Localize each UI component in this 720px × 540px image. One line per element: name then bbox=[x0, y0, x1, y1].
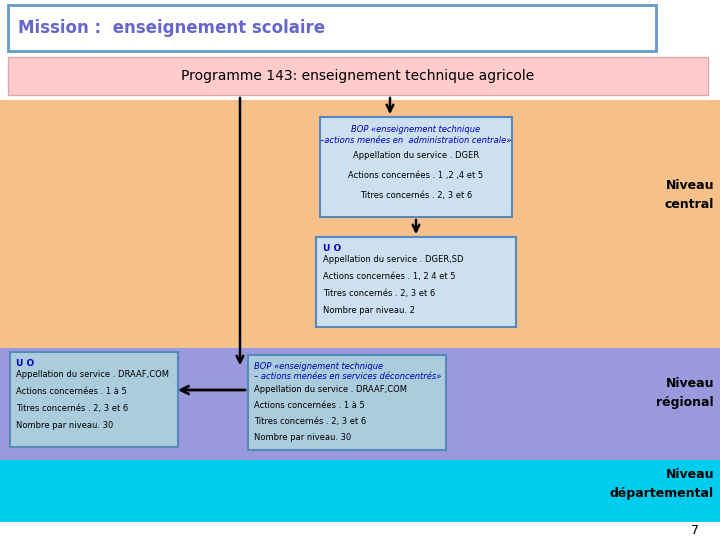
Text: Nombre par niveau. 30: Nombre par niveau. 30 bbox=[16, 421, 113, 430]
Bar bbox=[0, 348, 720, 460]
FancyBboxPatch shape bbox=[320, 117, 512, 217]
Text: Appellation du service . DRAAF,COM: Appellation du service . DRAAF,COM bbox=[16, 370, 169, 379]
Text: Titres concernés . 2, 3 et 6: Titres concernés . 2, 3 et 6 bbox=[254, 417, 366, 426]
Text: BOP «enseignement technique: BOP «enseignement technique bbox=[351, 125, 480, 134]
Bar bbox=[0, 460, 720, 522]
Text: – actions menées en services déconcentrés»: – actions menées en services déconcentré… bbox=[254, 372, 441, 381]
Text: Appellation du service . DRAAF,COM: Appellation du service . DRAAF,COM bbox=[254, 385, 407, 394]
Text: Niveau
départemental: Niveau départemental bbox=[610, 468, 714, 500]
FancyBboxPatch shape bbox=[316, 237, 516, 327]
Text: Programme 143: enseignement technique agricole: Programme 143: enseignement technique ag… bbox=[181, 69, 535, 83]
Text: 7: 7 bbox=[691, 523, 699, 537]
Text: Titres concernés . 2, 3 et 6: Titres concernés . 2, 3 et 6 bbox=[360, 191, 472, 200]
Text: Nombre par niveau. 2: Nombre par niveau. 2 bbox=[323, 306, 415, 315]
Text: Mission :  enseignement scolaire: Mission : enseignement scolaire bbox=[18, 19, 325, 37]
Text: Titres concernés . 2, 3 et 6: Titres concernés . 2, 3 et 6 bbox=[323, 289, 436, 298]
Text: U O: U O bbox=[16, 359, 35, 368]
Text: Actions concernées . 1, 2 4 et 5: Actions concernées . 1, 2 4 et 5 bbox=[323, 272, 456, 281]
FancyBboxPatch shape bbox=[10, 352, 178, 447]
Text: Niveau
régional: Niveau régional bbox=[657, 377, 714, 409]
Text: Actions concernées . 1 ,2 ,4 et 5: Actions concernées . 1 ,2 ,4 et 5 bbox=[348, 171, 484, 180]
FancyBboxPatch shape bbox=[8, 5, 656, 51]
Text: Appellation du service . DGER,SD: Appellation du service . DGER,SD bbox=[323, 255, 464, 264]
Bar bbox=[0, 100, 720, 348]
FancyBboxPatch shape bbox=[248, 355, 446, 450]
Text: Actions concernées . 1 à 5: Actions concernées . 1 à 5 bbox=[16, 387, 127, 396]
Text: –actions menées en  administration centrale»: –actions menées en administration centra… bbox=[320, 136, 512, 145]
Text: Titres concernés . 2, 3 et 6: Titres concernés . 2, 3 et 6 bbox=[16, 404, 128, 413]
FancyBboxPatch shape bbox=[8, 57, 708, 95]
Text: U O: U O bbox=[323, 244, 341, 253]
Text: Actions concernées . 1 à 5: Actions concernées . 1 à 5 bbox=[254, 401, 365, 410]
Text: Nombre par niveau. 30: Nombre par niveau. 30 bbox=[254, 433, 351, 442]
Text: Appellation du service . DGER: Appellation du service . DGER bbox=[353, 151, 479, 160]
Text: BOP «enseignement technique: BOP «enseignement technique bbox=[254, 362, 383, 371]
Text: Niveau
central: Niveau central bbox=[665, 179, 714, 211]
